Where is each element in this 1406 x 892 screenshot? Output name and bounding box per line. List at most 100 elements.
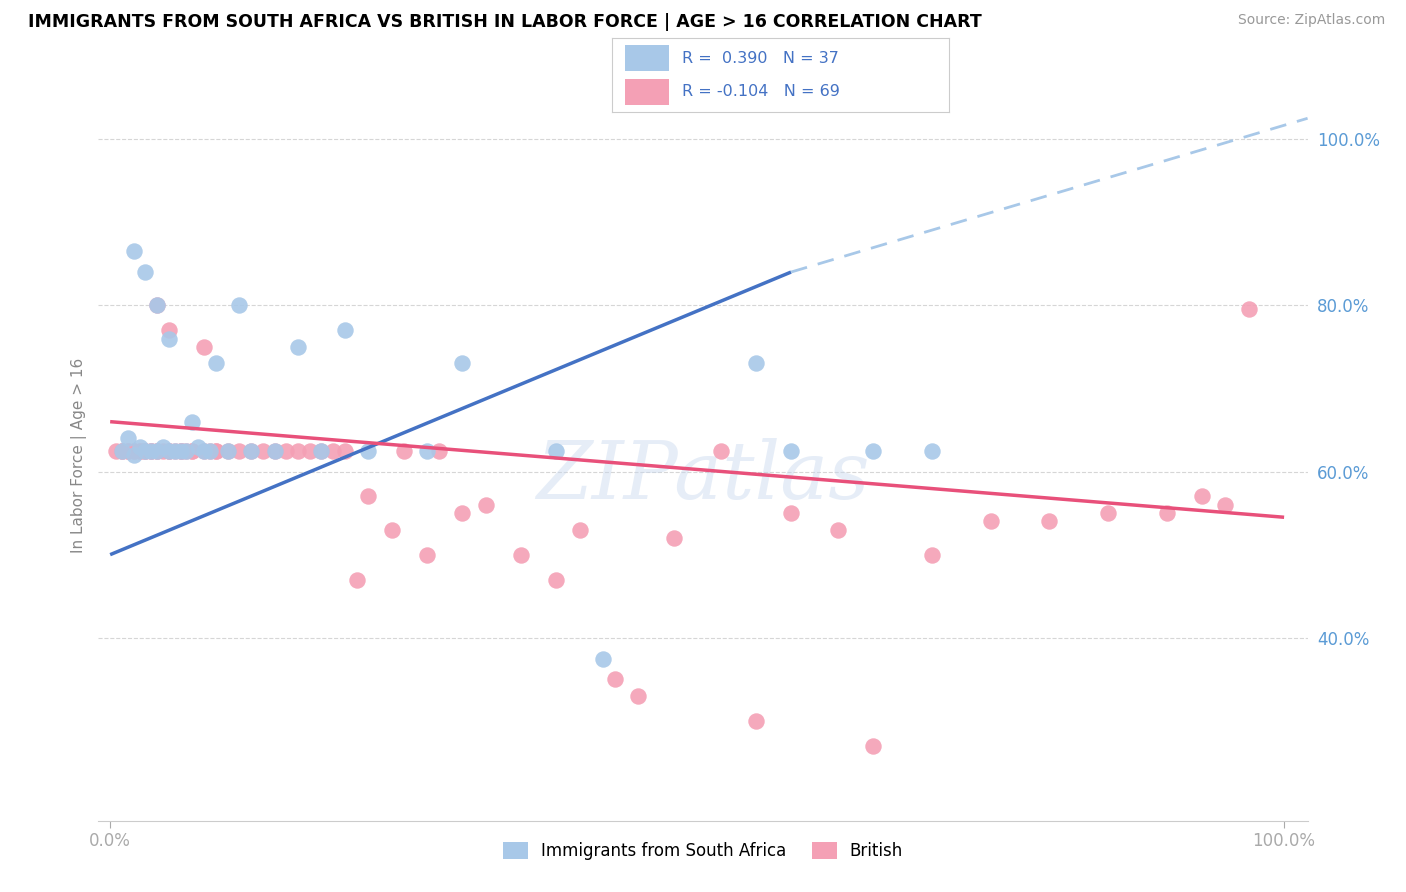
Point — [122, 443, 145, 458]
Point — [780, 443, 803, 458]
Point — [862, 739, 884, 753]
Point — [311, 443, 333, 458]
Point — [122, 244, 145, 259]
Point — [392, 443, 415, 458]
Point — [287, 340, 309, 354]
Point — [152, 440, 174, 454]
Point — [134, 443, 156, 458]
Point — [627, 689, 650, 703]
Point — [1038, 515, 1060, 529]
Text: R =  0.390   N = 37: R = 0.390 N = 37 — [682, 51, 839, 66]
Point — [921, 548, 943, 562]
Point — [181, 443, 204, 458]
Point — [146, 443, 169, 458]
Point — [111, 443, 134, 458]
Point — [157, 332, 180, 346]
Point — [276, 443, 298, 458]
Point — [228, 298, 250, 312]
Point — [427, 443, 450, 458]
Point — [1156, 506, 1178, 520]
Point — [204, 443, 226, 458]
Point — [745, 356, 768, 371]
Point — [568, 523, 591, 537]
Point — [198, 443, 221, 458]
Point — [322, 443, 344, 458]
Bar — [626, 78, 669, 105]
Point — [198, 443, 221, 458]
Point — [117, 431, 139, 445]
Point — [141, 443, 163, 458]
Point — [193, 443, 215, 458]
Point — [128, 440, 150, 454]
Point — [217, 443, 239, 458]
Text: ZIPatlas: ZIPatlas — [536, 438, 870, 516]
Point — [662, 531, 685, 545]
Text: IMMIGRANTS FROM SOUTH AFRICA VS BRITISH IN LABOR FORCE | AGE > 16 CORRELATION CH: IMMIGRANTS FROM SOUTH AFRICA VS BRITISH … — [28, 13, 981, 31]
Point — [122, 448, 145, 462]
Point — [117, 443, 139, 458]
Point — [263, 443, 285, 458]
Point — [311, 443, 333, 458]
Point — [592, 651, 614, 665]
Point — [475, 498, 498, 512]
Point — [105, 443, 128, 458]
Point — [780, 506, 803, 520]
Point — [862, 443, 884, 458]
Point — [1191, 490, 1213, 504]
Point — [1215, 498, 1237, 512]
Point — [134, 265, 156, 279]
Point — [176, 443, 198, 458]
Bar — [626, 45, 669, 71]
Point — [193, 443, 215, 458]
Point — [240, 443, 263, 458]
Point — [163, 443, 186, 458]
Point — [146, 298, 169, 312]
Point — [122, 443, 145, 458]
Point — [546, 573, 568, 587]
Point — [240, 443, 263, 458]
Legend: Immigrants from South Africa, British: Immigrants from South Africa, British — [496, 836, 910, 867]
Point — [117, 443, 139, 458]
Point — [217, 443, 239, 458]
Point — [181, 415, 204, 429]
Point — [827, 523, 849, 537]
Point — [980, 515, 1002, 529]
Point — [157, 443, 180, 458]
Y-axis label: In Labor Force | Age > 16: In Labor Force | Age > 16 — [72, 358, 87, 552]
Point — [146, 443, 169, 458]
Text: Source: ZipAtlas.com: Source: ZipAtlas.com — [1237, 13, 1385, 28]
Point — [169, 443, 191, 458]
Point — [546, 443, 568, 458]
Point — [157, 443, 180, 458]
Point — [111, 443, 134, 458]
Point — [146, 298, 169, 312]
Point — [111, 443, 134, 458]
Point — [204, 356, 226, 371]
Point — [181, 443, 204, 458]
Point — [187, 440, 209, 454]
Point — [1097, 506, 1119, 520]
Point — [141, 443, 163, 458]
Point — [146, 443, 169, 458]
Point — [1237, 302, 1260, 317]
Point — [287, 443, 309, 458]
Point — [141, 443, 163, 458]
Point — [333, 323, 356, 337]
Point — [510, 548, 533, 562]
Point — [134, 443, 156, 458]
Point — [193, 340, 215, 354]
Point — [169, 443, 191, 458]
Point — [128, 443, 150, 458]
Point — [263, 443, 285, 458]
Point — [152, 443, 174, 458]
Point — [416, 443, 439, 458]
Point — [157, 323, 180, 337]
Point — [745, 714, 768, 728]
Point — [169, 443, 191, 458]
Point — [228, 443, 250, 458]
Point — [176, 443, 198, 458]
Point — [603, 673, 626, 687]
Point — [451, 356, 474, 371]
Point — [451, 506, 474, 520]
Point — [921, 443, 943, 458]
